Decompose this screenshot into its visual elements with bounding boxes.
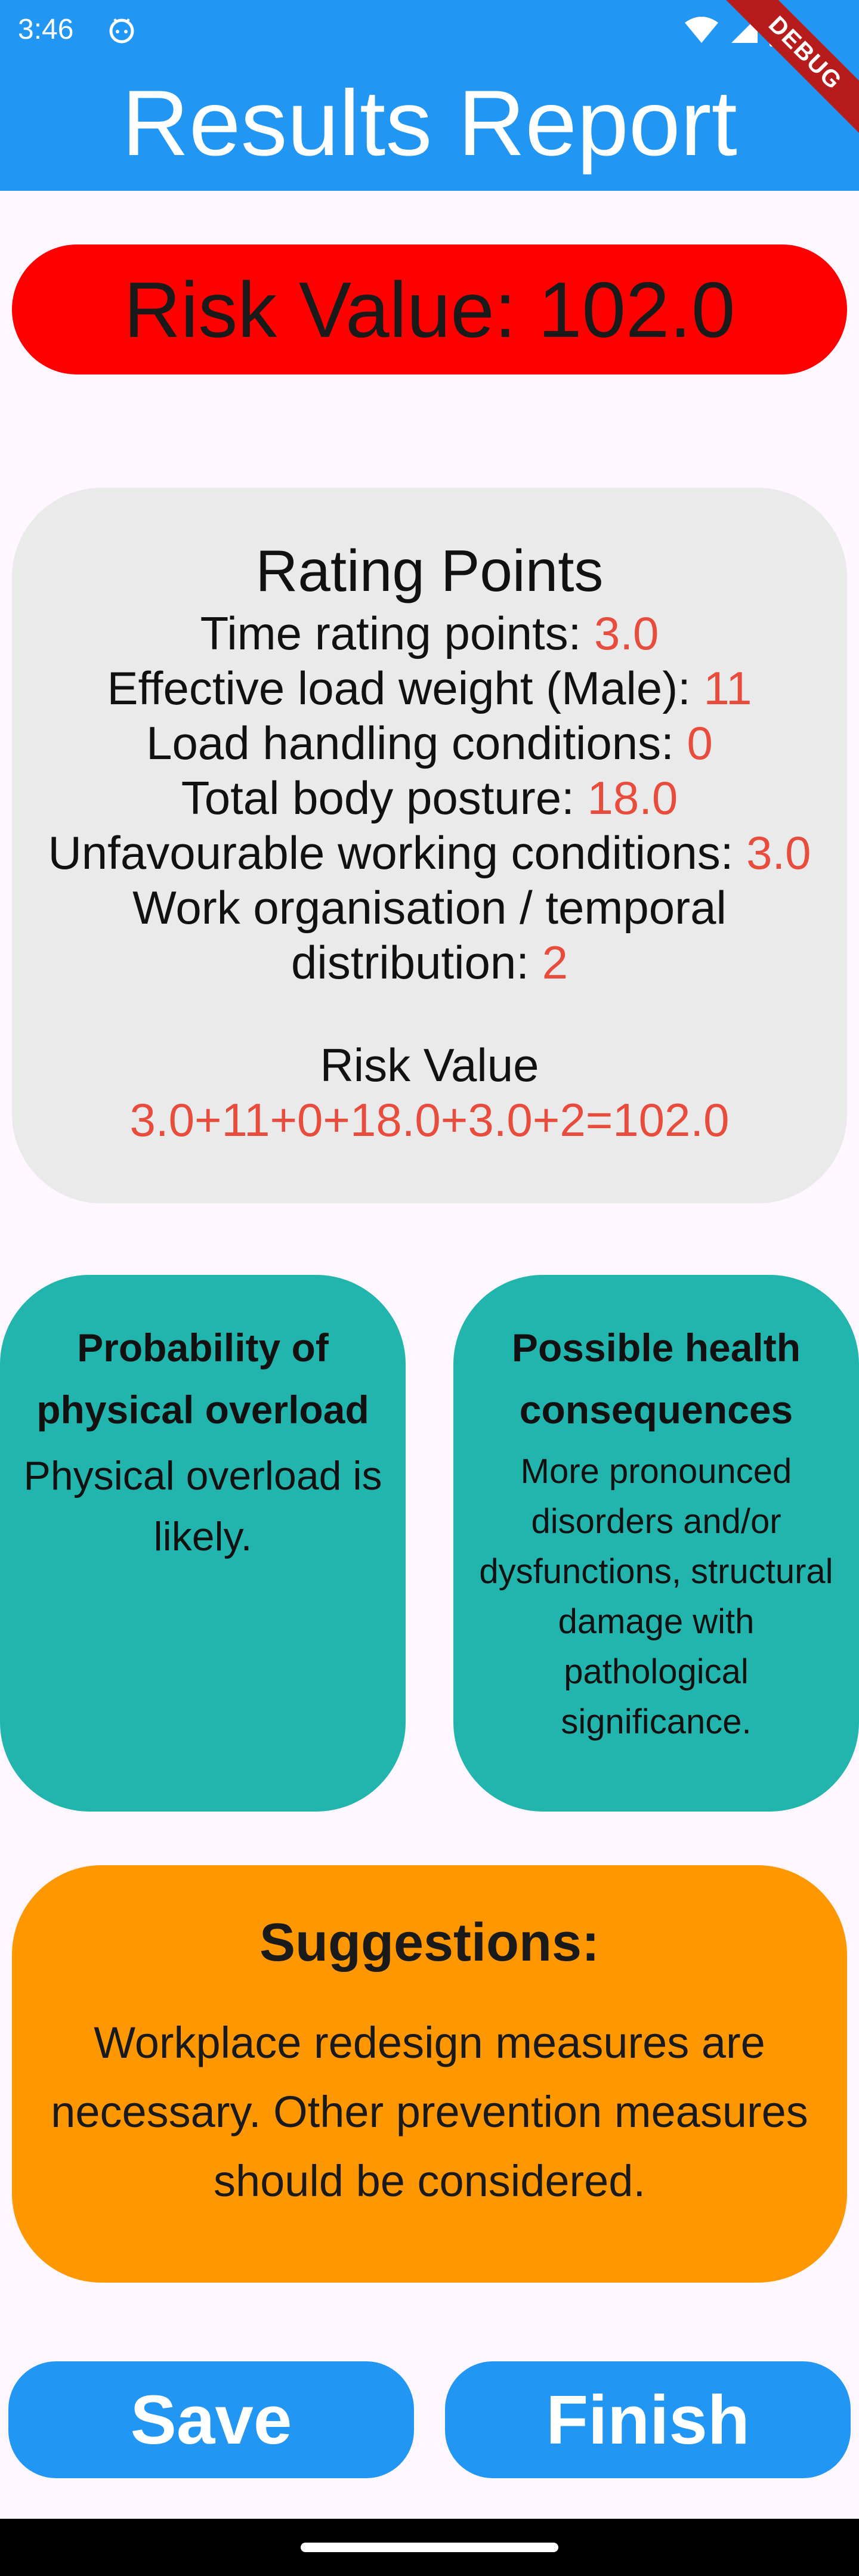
probability-text: Physical overload is likely. [0,1445,406,1567]
page-title: Results Report [122,72,737,175]
load-handling-label: Load handling conditions: [146,717,687,769]
risk-value-banner: Risk Value: 102.0 [12,244,847,374]
wifi-icon [684,16,719,44]
suggestions-text-line: should be considered. [213,2156,646,2206]
probability-card: Probability of physical overload Physica… [0,1275,406,1812]
health-title-line-2: consequences [519,1388,793,1432]
health-consequences-card: Possible health consequences More pronou… [453,1275,859,1812]
health-title: Possible health consequences [453,1317,859,1441]
suggestions-title: Suggestions: [259,1913,600,1973]
health-text-line: More pronounced [520,1452,792,1491]
rating-points-card: Rating Points Time rating points: 3.0 Ef… [12,488,847,1203]
probability-title-line-2: physical overload [36,1388,369,1432]
working-conditions-label: Unfavourable working conditions: [48,826,747,879]
spacer [12,990,847,1038]
body-posture-line: Total body posture: 18.0 [12,770,847,825]
load-handling-value: 0 [687,717,713,769]
status-bar: 3:46 [0,0,859,60]
android-face-icon [107,16,136,44]
health-text-line: significance. [561,1702,752,1741]
probability-text-line-2: likely. [153,1514,252,1559]
body-posture-label: Total body posture: [181,772,588,824]
time-rating-label: Time rating points: [200,607,594,660]
work-organisation-label: distribution: [291,936,542,989]
health-text: More pronounced disorders and/or dysfunc… [453,1447,859,1747]
risk-value-text: Risk Value: 102.0 [123,265,736,354]
home-gesture-handle[interactable] [301,2543,558,2552]
health-text-line: dysfunctions, structural [479,1552,833,1591]
time-rating-value: 3.0 [594,607,659,660]
suggestions-text: Workplace redesign measures are necessar… [12,2008,847,2216]
load-handling-line: Load handling conditions: 0 [12,716,847,770]
risk-value-formula: 3.0+11+0+18.0+3.0+2=102.0 [129,1094,730,1146]
status-time: 3:46 [18,14,74,45]
load-weight-label: Effective load weight (Male): [107,662,704,714]
health-text-line: pathological [564,1652,749,1691]
body-posture-value: 18.0 [587,772,678,824]
load-weight-value: 11 [703,662,752,714]
save-button[interactable]: Save [8,2361,414,2478]
time-rating-line: Time rating points: 3.0 [12,606,847,661]
suggestions-text-line: necessary. Other prevention measures [51,2087,808,2137]
probability-title-line-1: Probability of [77,1326,329,1370]
health-text-line: damage with [558,1602,755,1641]
working-conditions-line: Unfavourable working conditions: 3.0 [12,825,847,880]
probability-text-line-1: Physical overload is [23,1453,382,1498]
work-organisation-line-2: distribution: 2 [12,935,847,990]
working-conditions-value: 3.0 [746,826,811,879]
work-organisation-value: 2 [542,936,568,989]
suggestions-text-line: Workplace redesign measures are [94,2018,765,2067]
risk-value-label: Risk Value [320,1039,539,1091]
finish-button[interactable]: Finish [445,2361,851,2478]
app-bar: 3:46 [0,0,859,191]
system-navigation-bar [0,2519,859,2576]
suggestions-card: Suggestions: Workplace redesign measures… [12,1865,847,2283]
probability-title: Probability of physical overload [0,1317,406,1441]
rating-points-title: Rating Points [255,538,604,603]
work-organisation-line-1: Work organisation / temporal [132,881,727,934]
load-weight-line: Effective load weight (Male): 11 [12,661,847,716]
health-text-line: disorders and/or [531,1502,781,1541]
health-title-line-1: Possible health [511,1326,801,1370]
